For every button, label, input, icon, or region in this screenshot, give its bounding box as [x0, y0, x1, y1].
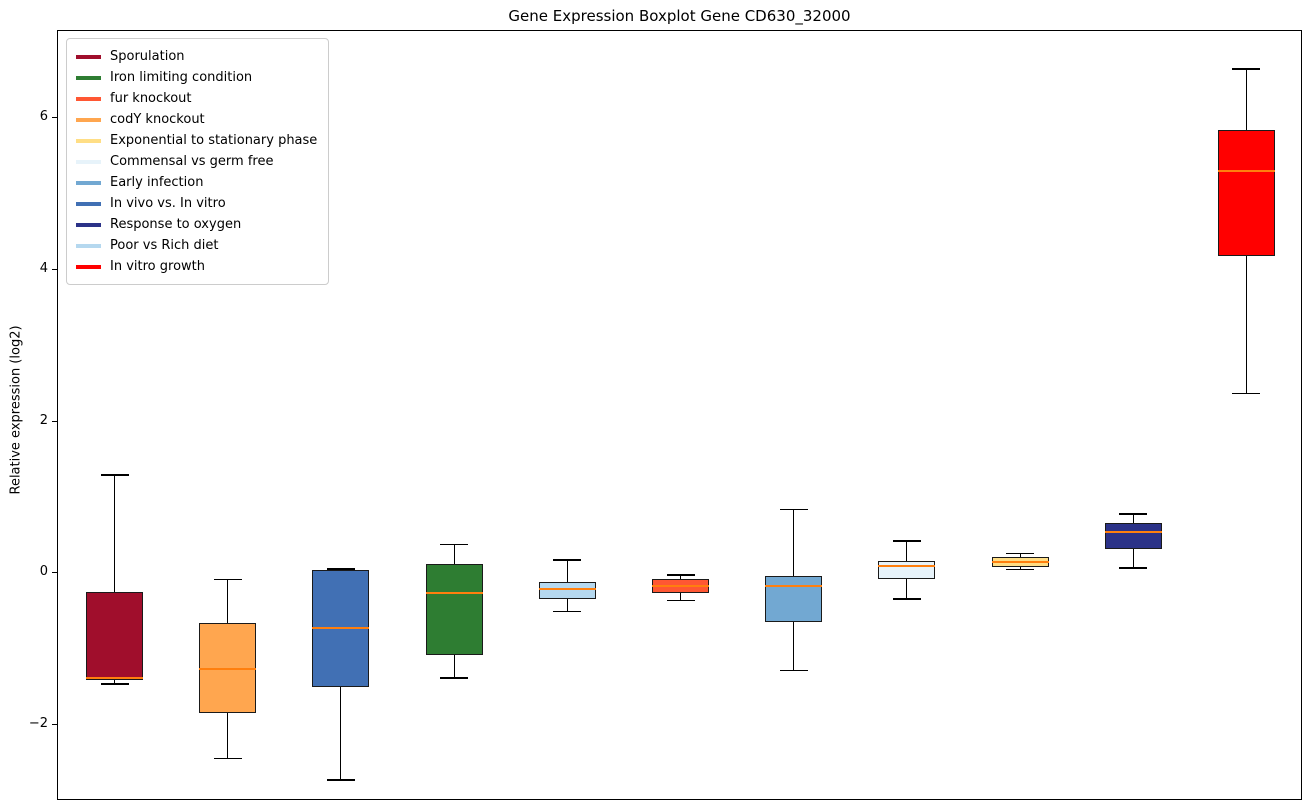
boxplot-box — [538, 581, 596, 600]
boxplot-cap — [213, 578, 242, 581]
legend: Sporulation Iron limiting condition fur kn… — [66, 38, 330, 285]
boxplot-cap — [892, 540, 921, 542]
legend-color-swatch — [76, 54, 101, 59]
boxplot-median — [1217, 170, 1275, 173]
legend-label: codY knockout — [110, 112, 205, 127]
legend-item: Commensal vs germ free — [76, 151, 317, 172]
boxplot-box — [1217, 129, 1275, 257]
boxplot-median — [991, 561, 1049, 564]
y-tick-label: 2 — [39, 412, 48, 428]
legend-color-swatch — [76, 264, 101, 269]
legend-label: Sporulation — [110, 49, 185, 64]
boxplot-cap — [1232, 392, 1261, 395]
y-tick-mark — [52, 724, 57, 726]
y-tick-label: 4 — [39, 260, 48, 276]
boxplot-cap — [100, 474, 129, 476]
boxplot-whisker — [114, 474, 116, 685]
boxplot-median — [312, 627, 370, 630]
boxplot-cap — [1006, 568, 1035, 571]
boxplot-cap — [779, 669, 808, 672]
boxplot-cap — [1006, 552, 1035, 555]
boxplot-cap — [553, 610, 582, 613]
boxplot-cap — [1119, 567, 1148, 569]
boxplot-cap — [213, 757, 242, 760]
legend-item: In vitro growth — [76, 256, 317, 277]
boxplot-median — [86, 677, 144, 680]
boxplot-cap — [1119, 513, 1148, 515]
legend-item: Poor vs Rich diet — [76, 235, 317, 256]
legend-label: Commensal vs germ free — [110, 154, 274, 169]
legend-color-swatch — [76, 201, 101, 206]
legend-item: Iron limiting condition — [76, 67, 317, 88]
boxplot-box — [765, 575, 823, 622]
legend-label: fur knockout — [110, 91, 192, 106]
boxplot-cap — [779, 508, 808, 511]
legend-color-swatch — [76, 75, 101, 80]
boxplot-cap — [440, 677, 469, 679]
boxplot-cap — [666, 599, 695, 602]
y-tick-mark — [52, 420, 57, 422]
boxplot-box — [1104, 523, 1162, 550]
boxplot-cap — [440, 543, 469, 546]
legend-label: Iron limiting condition — [110, 70, 253, 85]
boxplot-median — [1104, 530, 1162, 533]
legend-color-swatch — [76, 138, 101, 143]
chart-title: Gene Expression Boxplot Gene CD630_32000 — [508, 7, 851, 25]
boxplot-median — [878, 564, 936, 567]
y-tick-mark — [52, 117, 57, 119]
boxplot-median — [199, 668, 257, 670]
boxplot-cap — [1232, 68, 1261, 70]
y-tick-label: 0 — [39, 564, 48, 580]
boxplot-cap — [892, 598, 921, 600]
boxplot-box — [425, 564, 483, 656]
boxplot-median — [652, 584, 709, 587]
legend-label: Poor vs Rich diet — [110, 238, 219, 253]
legend-item: codY knockout — [76, 109, 317, 130]
legend-color-swatch — [76, 222, 101, 227]
boxplot-cap — [326, 779, 355, 781]
y-tick-mark — [52, 572, 57, 574]
legend-item: fur knockout — [76, 88, 317, 109]
y-tick-mark — [52, 268, 57, 270]
y-tick-label: 6 — [39, 109, 48, 125]
legend-color-swatch — [76, 180, 101, 185]
boxplot-cap — [326, 568, 355, 570]
boxplot-cap — [666, 574, 695, 576]
boxplot-median — [765, 584, 823, 587]
boxplot-median — [538, 587, 596, 590]
legend-color-swatch — [76, 159, 101, 164]
legend-label: Response to oxygen — [110, 217, 242, 232]
legend-label: Early infection — [110, 175, 204, 190]
legend-label: In vivo vs. In vitro — [110, 196, 226, 211]
boxplot-median — [425, 592, 483, 595]
legend-item: Sporulation — [76, 46, 317, 67]
legend-item: Early infection — [76, 172, 317, 193]
legend-color-swatch — [76, 96, 101, 101]
legend-label: In vitro growth — [110, 259, 205, 274]
boxplot-cap — [100, 683, 129, 685]
legend-item: In vivo vs. In vitro — [76, 193, 317, 214]
legend-label: Exponential to stationary phase — [110, 133, 318, 148]
legend-color-swatch — [76, 117, 101, 122]
legend-item: Exponential to stationary phase — [76, 130, 317, 151]
y-tick-label: −2 — [28, 716, 48, 732]
boxplot-box — [86, 592, 144, 680]
legend-color-swatch — [76, 243, 101, 248]
boxplot-cap — [553, 559, 582, 561]
legend-item: Response to oxygen — [76, 214, 317, 235]
plot-area: Sporulation Iron limiting condition fur kn… — [57, 30, 1302, 800]
